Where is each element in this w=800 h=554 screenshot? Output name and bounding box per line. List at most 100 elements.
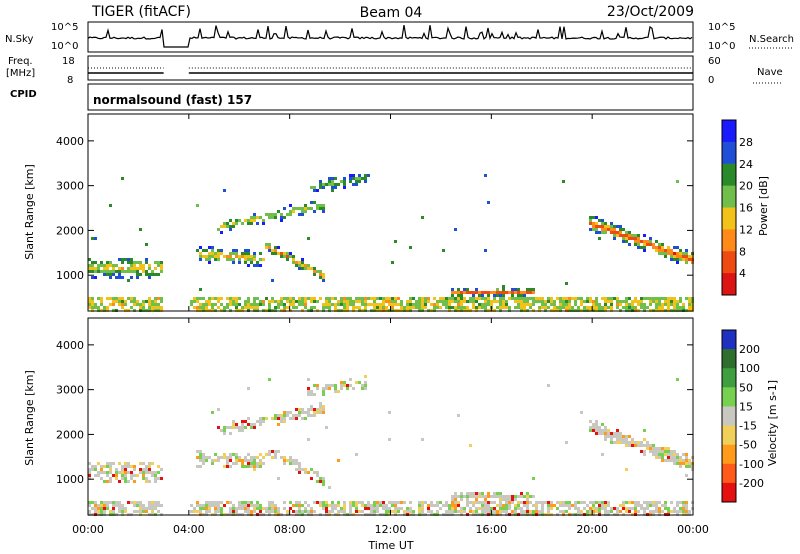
- heatmap-cell: [145, 510, 148, 513]
- heatmap-cell: [292, 510, 295, 513]
- heatmap-cell: [685, 465, 688, 468]
- heatmap-cell: [262, 303, 265, 306]
- heatmap-cell: [655, 300, 658, 303]
- heatmap-cell: [502, 294, 505, 297]
- heatmap-cell: [289, 459, 292, 462]
- heatmap-cell: [268, 216, 271, 219]
- heatmap-cell: [568, 306, 571, 309]
- heatmap-cell: [223, 426, 226, 429]
- heatmap-cell: [235, 453, 238, 456]
- heatmap-cell: [229, 225, 232, 228]
- heatmap-cell: [241, 504, 244, 507]
- heatmap-cell: [607, 435, 610, 438]
- heatmap-cell: [259, 459, 262, 462]
- heatmap-cell: [91, 501, 94, 504]
- heatmap-cell: [271, 450, 274, 453]
- heatmap-cell: [379, 501, 382, 504]
- heatmap-cell: [265, 453, 268, 456]
- heatmap-cell: [541, 501, 544, 504]
- heatmap-cell: [229, 303, 232, 306]
- heatmap-cell: [457, 414, 460, 417]
- heatmap-cell: [652, 501, 655, 504]
- heatmap-cell: [445, 501, 448, 504]
- heatmap-cell: [307, 393, 310, 396]
- colorbar-swatch: [722, 120, 736, 143]
- heatmap-cell: [112, 474, 115, 477]
- heatmap-cell: [502, 510, 505, 513]
- heatmap-cell: [616, 234, 619, 237]
- heatmap-cell: [271, 249, 274, 252]
- heatmap-cell: [598, 231, 601, 234]
- heatmap-cell: [643, 234, 646, 237]
- heatmap-cell: [274, 252, 277, 255]
- heatmap-cell: [565, 504, 568, 507]
- heatmap-cell: [451, 504, 454, 507]
- heatmap-cell: [643, 507, 646, 510]
- heatmap-cell: [313, 414, 316, 417]
- heatmap-cell: [517, 300, 520, 303]
- heatmap-cell: [406, 510, 409, 513]
- heatmap-cell: [604, 222, 607, 225]
- heatmap-cell: [556, 306, 559, 309]
- heatmap-cell: [268, 303, 271, 306]
- heatmap-cell: [253, 504, 256, 507]
- heatmap-cell: [439, 300, 442, 303]
- heatmap-cell: [100, 477, 103, 480]
- heatmap-cell: [334, 186, 337, 189]
- heatmap-cell: [664, 447, 667, 450]
- heatmap-cell: [574, 303, 577, 306]
- heatmap-cell: [256, 297, 259, 300]
- heatmap-cell: [646, 441, 649, 444]
- heatmap-cell: [454, 504, 457, 507]
- heatmap-cell: [118, 471, 121, 474]
- heatmap-cell: [334, 303, 337, 306]
- heatmap-cell: [637, 240, 640, 243]
- heatmap-cell: [538, 306, 541, 309]
- heatmap-cell: [196, 249, 199, 252]
- heatmap-cell: [310, 306, 313, 309]
- heatmap-cell: [511, 297, 514, 300]
- heatmap-cell: [634, 240, 637, 243]
- heatmap-cell: [487, 492, 490, 495]
- heatmap-cell: [475, 291, 478, 294]
- colorbar-tick-label: -200: [739, 477, 764, 490]
- heatmap-cell: [586, 306, 589, 309]
- heatmap-cell: [658, 453, 661, 456]
- heatmap-cell: [232, 510, 235, 513]
- heatmap-cell: [679, 249, 682, 252]
- heatmap-cell: [91, 465, 94, 468]
- heatmap-cell: [223, 453, 226, 456]
- heatmap-cell: [130, 300, 133, 303]
- heatmap-cell: [259, 417, 262, 420]
- heatmap-cell: [517, 501, 520, 504]
- heatmap-cell: [337, 300, 340, 303]
- colorbar-swatch: [722, 229, 736, 252]
- heatmap-cell: [247, 219, 250, 222]
- heatmap-cell: [451, 297, 454, 300]
- heatmap-cell: [115, 504, 118, 507]
- heatmap-cell: [148, 480, 151, 483]
- heatmap-cell: [208, 255, 211, 258]
- heatmap-cell: [328, 183, 331, 186]
- heatmap-cell: [499, 300, 502, 303]
- heatmap-cell: [328, 303, 331, 306]
- heatmap-cell: [310, 201, 313, 204]
- heatmap-cell: [331, 303, 334, 306]
- heatmap-cell: [481, 510, 484, 513]
- heatmap-cell: [307, 504, 310, 507]
- heatmap-cell: [619, 432, 622, 435]
- heatmap-cell: [436, 303, 439, 306]
- heatmap-cell: [157, 273, 160, 276]
- heatmap-cell: [310, 510, 313, 513]
- heatmap-cell: [208, 252, 211, 255]
- heatmap-cell: [196, 306, 199, 309]
- heatmap-cell: [655, 456, 658, 459]
- heatmap-cell: [658, 297, 661, 300]
- heatmap-cell: [652, 246, 655, 249]
- heatmap-cell: [466, 306, 469, 309]
- heatmap-cell: [661, 447, 664, 450]
- heatmap-cell: [199, 459, 202, 462]
- heatmap-cell: [625, 441, 628, 444]
- heatmap-cell: [214, 297, 217, 300]
